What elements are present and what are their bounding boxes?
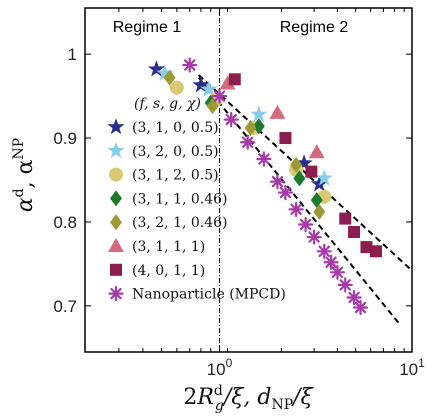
legend-entry-label: (4, 0, 1, 1) bbox=[132, 263, 205, 279]
marker-diamond bbox=[290, 156, 303, 173]
marker-diamond bbox=[206, 98, 219, 115]
legend-entry-label: (3, 1, 1, 0.46) bbox=[132, 191, 228, 207]
y-tick-label: 1 bbox=[68, 45, 77, 64]
marker-asterisk bbox=[108, 286, 124, 302]
marker-asterisk bbox=[306, 229, 322, 245]
marker-star bbox=[192, 76, 210, 93]
marker-diamond bbox=[110, 190, 122, 207]
legend-entry-label: Nanoparticle (MPCD) bbox=[132, 287, 286, 303]
marker-asterisk bbox=[211, 88, 228, 104]
x-tick-label: 100 bbox=[207, 356, 233, 379]
x-tick-label: 101 bbox=[399, 356, 425, 379]
legend-entry-label: (3, 2, 0, 0.5) bbox=[132, 144, 219, 160]
series-3-2-1-0-46 bbox=[163, 69, 326, 220]
marker-asterisk bbox=[329, 264, 346, 280]
y-axis-label: αd, αNP bbox=[11, 138, 38, 212]
regime-labels: Regime 1 Regime 2 bbox=[113, 19, 349, 36]
marker-diamond bbox=[244, 119, 257, 136]
marker-circle bbox=[109, 167, 123, 182]
series-4-0-1-1 bbox=[228, 73, 382, 258]
y-tick-label: 0.8 bbox=[53, 213, 77, 232]
marker-square bbox=[305, 165, 318, 178]
marker-star bbox=[107, 141, 125, 159]
axis-ticks: 1 0.9 0.8 0.7 100 101 bbox=[53, 8, 425, 379]
marker-asterisk bbox=[256, 151, 272, 167]
marker-square bbox=[110, 263, 122, 276]
marker-asterisk bbox=[316, 243, 332, 259]
legend: (f, s, g, χ) (3, 1, 0, 0.5) (3, 2, 0, 0.5)… bbox=[107, 96, 286, 303]
marker-square bbox=[228, 73, 241, 86]
marker-asterisk bbox=[269, 174, 286, 190]
marker-square bbox=[339, 212, 352, 225]
marker-diamond bbox=[310, 192, 323, 209]
marker-square bbox=[348, 226, 361, 239]
marker-star bbox=[315, 169, 333, 186]
marker-star bbox=[295, 154, 313, 171]
marker-asterisk bbox=[223, 111, 239, 128]
series-nanoparticle-mpcd bbox=[182, 57, 369, 316]
marker-star bbox=[147, 60, 165, 77]
marker-asterisk bbox=[288, 201, 304, 217]
marker-square bbox=[279, 132, 292, 145]
marker-diamond bbox=[252, 118, 265, 135]
regime-2-label: Regime 2 bbox=[280, 19, 349, 36]
marker-asterisk bbox=[352, 299, 369, 316]
marker-triangle bbox=[269, 104, 286, 119]
legend-entry-label: (3, 1, 1, 1) bbox=[132, 239, 205, 255]
marker-circle bbox=[169, 80, 184, 95]
y-tick-label: 0.7 bbox=[53, 297, 77, 316]
marker-star bbox=[156, 64, 174, 81]
marker-star bbox=[107, 118, 125, 135]
marker-asterisk bbox=[182, 57, 198, 73]
marker-square bbox=[369, 245, 382, 258]
marker-asterisk bbox=[323, 254, 339, 270]
marker-triangle bbox=[219, 75, 236, 90]
marker-star bbox=[310, 175, 328, 192]
marker-triangle bbox=[308, 144, 325, 159]
marker-diamond bbox=[313, 203, 326, 220]
legend-entry-label: (3, 1, 0, 0.5) bbox=[132, 120, 219, 136]
x-axis-label: 2Rd g/ξ, dNP/ξ bbox=[183, 383, 314, 414]
legend-header: (f, s, g, χ) bbox=[134, 96, 201, 112]
marker-diamond bbox=[163, 69, 176, 86]
marker-asterisk bbox=[240, 134, 256, 150]
regime-1-label: Regime 1 bbox=[113, 19, 182, 36]
marker-square bbox=[360, 241, 373, 254]
series-3-2-0-0-5 bbox=[156, 64, 333, 186]
data-markers bbox=[147, 57, 382, 316]
marker-star bbox=[200, 80, 218, 97]
marker-asterisk bbox=[346, 289, 362, 306]
plot-frame bbox=[84, 7, 413, 353]
series-3-1-0-0-5 bbox=[147, 60, 328, 192]
marker-triangle bbox=[108, 238, 124, 252]
y-tick-label: 0.9 bbox=[53, 129, 77, 148]
marker-diamond bbox=[293, 170, 306, 187]
marker-diamond bbox=[110, 214, 122, 231]
marker-asterisk bbox=[297, 216, 314, 233]
legend-entry-label: (3, 1, 2, 0.5) bbox=[132, 168, 219, 184]
marker-asterisk bbox=[337, 277, 353, 293]
series-3-1-1-1 bbox=[219, 75, 325, 159]
legend-entry-label: (3, 2, 1, 0.46) bbox=[132, 215, 228, 231]
marker-asterisk bbox=[277, 184, 294, 201]
marker-star bbox=[250, 105, 268, 122]
